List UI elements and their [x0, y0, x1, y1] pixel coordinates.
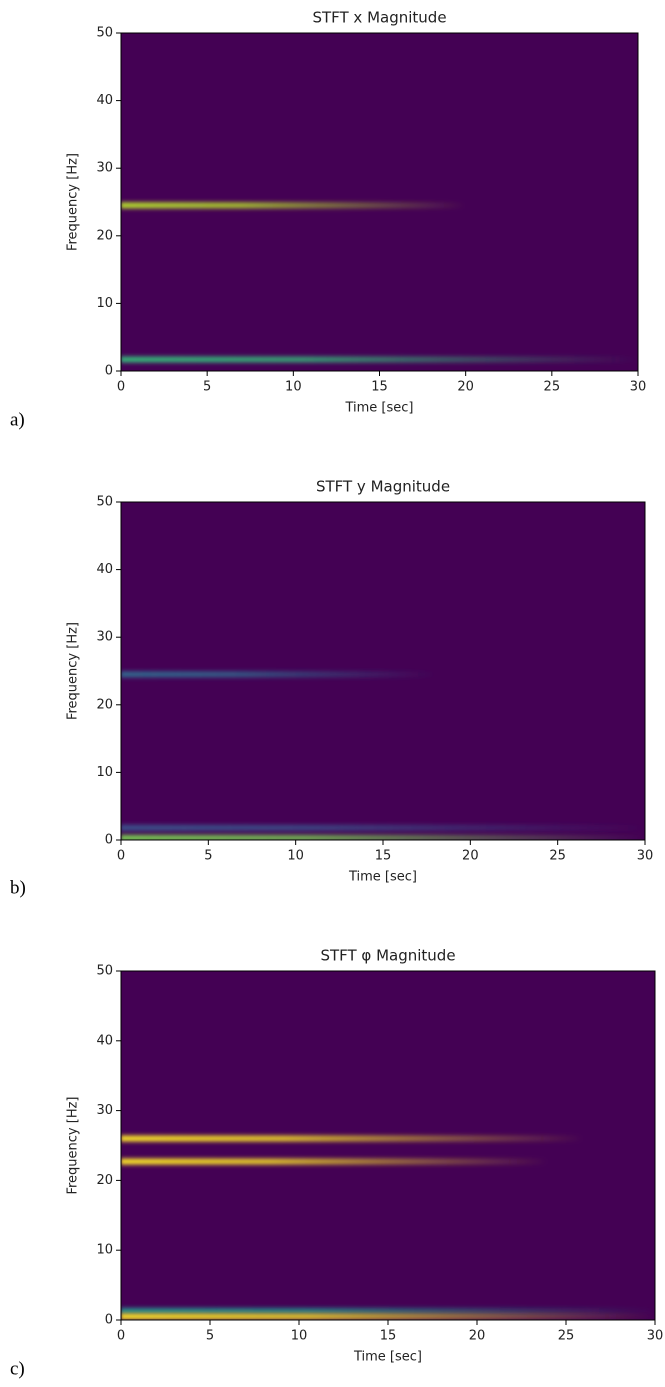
x-tick-label: 20 [462, 849, 479, 864]
x-tick-label: 5 [203, 380, 211, 395]
y-tick-label: 30 [96, 630, 113, 645]
plot-background [121, 502, 645, 840]
y-tick-label: 40 [96, 562, 113, 577]
y-tick-label: 40 [96, 1033, 113, 1048]
y-tick-label: 30 [96, 1103, 113, 1118]
spectral-band [121, 202, 466, 209]
y-tick-label: 10 [96, 296, 113, 311]
y-axis-label: Frequency [Hz] [66, 1096, 81, 1194]
x-tick-label: 30 [630, 380, 647, 395]
y-tick-label: 40 [96, 93, 113, 108]
x-tick-label: 15 [375, 849, 392, 864]
y-tick-label: 20 [96, 697, 113, 712]
bands [121, 1135, 655, 1320]
panel-label: b) [10, 877, 26, 898]
y-tick-label: 0 [105, 1313, 113, 1328]
x-tick-label: 20 [457, 380, 474, 395]
plot-background [121, 33, 638, 371]
y-tick-label: 20 [96, 228, 113, 243]
x-tick-label: 15 [371, 380, 388, 395]
x-tick-label: 30 [637, 849, 654, 864]
x-tick-label: 25 [544, 380, 561, 395]
plot-background [121, 971, 655, 1320]
x-tick-label: 0 [117, 1329, 125, 1344]
spectral-band [121, 1135, 584, 1142]
panel-label: c) [10, 1358, 25, 1379]
y-tick-label: 20 [96, 1173, 113, 1188]
x-axis-label: Time [sec] [344, 401, 413, 416]
x-tick-label: 25 [549, 849, 566, 864]
x-tick-label: 10 [291, 1329, 308, 1344]
spectral-band [121, 356, 638, 363]
x-tick-label: 10 [285, 380, 302, 395]
y-tick-label: 50 [96, 26, 113, 41]
y-tick-label: 10 [96, 1243, 113, 1258]
x-tick-label: 15 [380, 1329, 397, 1344]
x-tick-label: 10 [287, 849, 304, 864]
y-tick-label: 50 [96, 964, 113, 979]
y-axis-label: Frequency [Hz] [66, 153, 81, 251]
x-tick-label: 25 [558, 1329, 575, 1344]
x-tick-label: 5 [206, 1329, 214, 1344]
chart-title: STFT x Magnitude [312, 9, 446, 27]
y-tick-label: 50 [96, 495, 113, 510]
x-axis-label: Time [sec] [353, 1350, 422, 1365]
spectral-band [121, 1158, 549, 1165]
x-tick-label: 0 [117, 380, 125, 395]
spectral-band [121, 1313, 655, 1320]
y-tick-label: 0 [105, 833, 113, 848]
x-tick-label: 0 [117, 849, 125, 864]
x-tick-label: 20 [469, 1329, 486, 1344]
y-axis-label: Frequency [Hz] [66, 622, 81, 720]
spectral-band [121, 824, 645, 831]
y-tick-label: 10 [96, 765, 113, 780]
panel-label: a) [10, 409, 25, 430]
spectral-band [121, 834, 645, 840]
chart-title: STFT y Magnitude [316, 478, 450, 496]
y-tick-label: 30 [96, 161, 113, 176]
chart-title: STFT φ Magnitude [320, 947, 455, 965]
bands [121, 671, 645, 840]
x-tick-label: 30 [647, 1329, 664, 1344]
spectral-band [121, 671, 436, 678]
y-tick-label: 0 [105, 364, 113, 379]
spectral-band [121, 1307, 655, 1314]
bands [121, 202, 638, 363]
x-axis-label: Time [sec] [348, 870, 417, 885]
x-tick-label: 5 [204, 849, 212, 864]
